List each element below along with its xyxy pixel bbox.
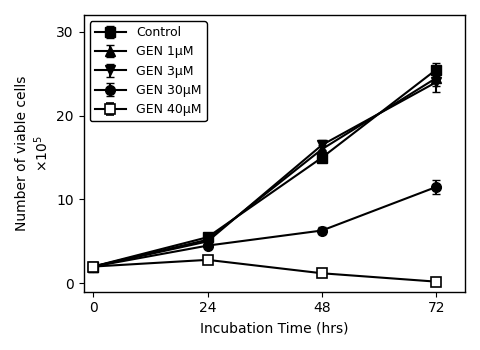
Y-axis label: Number of viable cells
$\times 10^5$: Number of viable cells $\times 10^5$ bbox=[15, 76, 51, 231]
X-axis label: Incubation Time (hrs): Incubation Time (hrs) bbox=[200, 321, 348, 335]
Legend: Control, GEN 1μM, GEN 3μM, GEN 30μM, GEN 40μM: Control, GEN 1μM, GEN 3μM, GEN 30μM, GEN… bbox=[90, 21, 206, 121]
